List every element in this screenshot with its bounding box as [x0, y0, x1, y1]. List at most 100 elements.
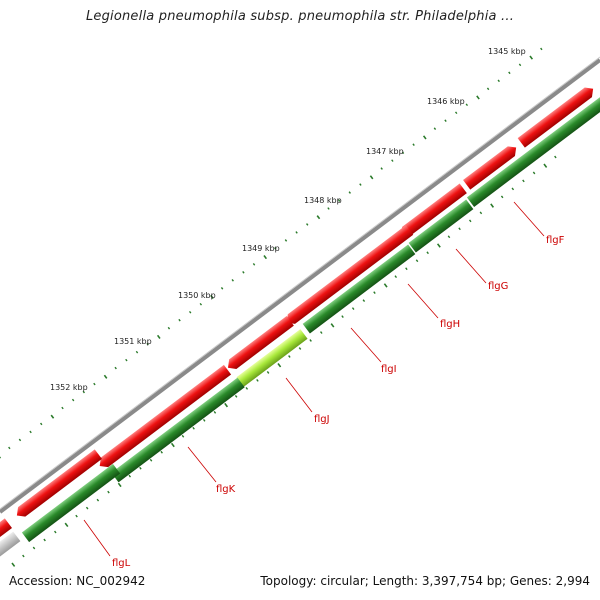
ruler-tick — [50, 414, 55, 419]
ruler-label: 1347 kbp — [366, 147, 404, 156]
ruler-tick — [316, 215, 321, 220]
callout-line — [187, 446, 217, 483]
ruler-tick — [405, 267, 408, 271]
ruler-tick — [422, 135, 427, 140]
forward-gene-flgI[interactable] — [283, 225, 414, 327]
ruler-tick — [156, 334, 161, 339]
gene-label-flgH[interactable]: flgH — [440, 319, 460, 330]
ruler-tick — [170, 442, 175, 448]
ruler-tick — [454, 111, 458, 115]
ruler-tick — [436, 243, 441, 248]
gene-label-flgG[interactable]: flgG — [488, 281, 508, 292]
ruler-ticks-inner — [11, 155, 557, 567]
ruler-tick — [178, 318, 181, 322]
forward-gene-partial[interactable] — [0, 518, 12, 542]
ruler-tick — [242, 271, 245, 274]
forward-gene-flgH[interactable] — [397, 183, 467, 241]
gene-label-flgI[interactable]: flgI — [381, 364, 397, 375]
reverse-gene-flgJ-highlight[interactable] — [236, 329, 308, 387]
ruler-tick — [146, 342, 149, 346]
ruler-tick — [167, 326, 171, 330]
ruler-tick — [309, 339, 312, 342]
ruler-tick — [426, 251, 429, 255]
ruler-tick — [93, 382, 96, 386]
ruler-tick — [263, 255, 268, 260]
ruler-tick — [351, 307, 355, 310]
ruler-tick — [543, 163, 548, 168]
ruler-label: 1345 kbp — [488, 47, 526, 56]
ruler-label: 1350 kbp — [178, 291, 216, 300]
ruler-tick — [295, 231, 298, 234]
ruler-tick — [518, 63, 522, 67]
ruler-tick — [532, 171, 536, 175]
ruler-tick — [117, 482, 122, 488]
callout-line — [350, 327, 382, 363]
forward-gene-flgK[interactable] — [96, 364, 232, 471]
callout-line — [455, 248, 487, 284]
gene-track — [0, 84, 600, 561]
ruler-tick — [125, 358, 128, 362]
gene-label-flgF[interactable]: flgF — [546, 235, 565, 246]
ruler-tick — [458, 227, 461, 231]
ruler-tick — [465, 103, 469, 107]
reverse-gene-flgF[interactable] — [466, 95, 600, 207]
ruler-tick — [188, 310, 192, 314]
ruler-tick — [490, 203, 495, 208]
forward-gene-flgL[interactable] — [13, 449, 102, 520]
callout-line — [407, 283, 439, 319]
ruler-tick — [383, 283, 388, 288]
ruler-tick — [319, 331, 323, 334]
ruler-tick — [298, 347, 302, 350]
ruler-tick — [500, 195, 504, 199]
ruler-tick — [22, 554, 25, 558]
ruler-tick — [75, 514, 78, 518]
ruler-tick — [220, 287, 224, 290]
ruler-tick — [11, 562, 16, 567]
ruler-tick — [522, 179, 525, 183]
ruler-tick — [433, 127, 437, 131]
ruler-tick — [394, 275, 398, 279]
reverse-gene-flgK[interactable] — [111, 377, 245, 483]
ruler-tick — [160, 450, 163, 454]
reverse-gene-flgH[interactable] — [302, 244, 416, 334]
ruler-ticks-outer — [0, 47, 543, 459]
ruler-tick — [54, 530, 57, 534]
ruler-tick — [511, 187, 515, 191]
ruler-tick — [305, 223, 309, 226]
ruler-tick — [213, 410, 217, 414]
ruler-tick — [85, 506, 89, 510]
ruler-tick — [202, 418, 206, 422]
ruler-label: 1349 kbp — [242, 244, 280, 253]
ruler-tick — [245, 387, 249, 390]
ruler-tick — [529, 55, 534, 60]
gene-labels: flgF flgG flgH flgI flgJ flgK flgL — [83, 201, 565, 569]
reverse-gene-flgL[interactable] — [21, 463, 121, 543]
forward-gene-flgG[interactable] — [463, 143, 520, 190]
ruler-tick — [96, 498, 100, 502]
ruler-tick — [415, 259, 419, 263]
ruler-tick — [476, 95, 480, 100]
reverse-gene-grey[interactable] — [0, 531, 21, 561]
ruler-tick — [554, 155, 557, 159]
ruler-tick — [327, 207, 330, 210]
gene-label-flgL[interactable]: flgL — [112, 558, 131, 569]
ruler-tick — [468, 219, 472, 223]
forward-gene-flgJ[interactable] — [224, 316, 294, 373]
ruler-tick — [373, 291, 376, 295]
ruler-tick — [412, 143, 415, 146]
forward-gene-flgF[interactable] — [517, 84, 597, 148]
ruler-tick — [8, 446, 11, 450]
ruler-tick — [486, 87, 490, 91]
ruler-tick — [508, 71, 511, 75]
ruler-tick — [61, 406, 64, 410]
ruler-tick — [444, 119, 447, 123]
ruler-tick — [266, 371, 270, 374]
gene-label-flgK[interactable]: flgK — [216, 484, 236, 495]
reverse-gene-flgG[interactable] — [408, 199, 474, 253]
ruler-tick — [369, 175, 374, 180]
map-title: Legionella pneumophila subsp. pneumophil… — [85, 9, 515, 24]
ruler-label: 1348 kbp — [304, 196, 342, 205]
gene-label-flgJ[interactable]: flgJ — [314, 414, 330, 425]
ruler-tick — [284, 239, 288, 242]
